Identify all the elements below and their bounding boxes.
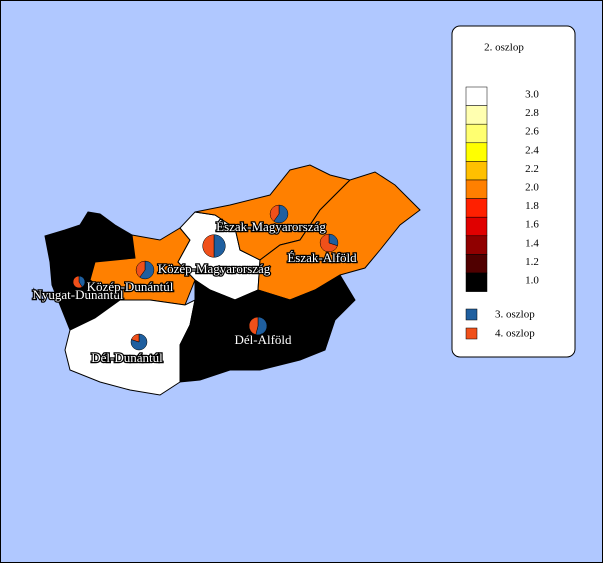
pie-slice [255, 316, 268, 336]
legend-label: 1.0 [525, 275, 539, 287]
legend: 3.0 2.8 2.6 2.4 2.2 2.0 1.8 1.6 1.4 1.2 1.0 3. oszl… [465, 86, 539, 340]
legend-series-label: 3. oszlop [495, 309, 535, 321]
pie-slice [319, 233, 338, 253]
pie-slice [139, 260, 155, 280]
region-label: Dél-Dunántúl [91, 350, 163, 365]
legend-swatch [465, 142, 488, 162]
legend-swatch [465, 235, 488, 255]
pie-slice [72, 275, 83, 289]
legend-label: 2.4 [525, 144, 539, 156]
legend-label: 3.0 [525, 89, 539, 101]
region-label: Észak-Alföld [287, 250, 357, 265]
legend-swatch [465, 179, 488, 199]
legend-swatch [465, 105, 488, 125]
legend-swatch [465, 216, 488, 237]
regions [44, 164, 421, 396]
pie-slice [273, 204, 289, 224]
pie-slice [135, 260, 146, 278]
legend-label: 1.2 [525, 256, 539, 268]
region-label: Közép-Magyarország [158, 261, 271, 276]
pie-slice [269, 204, 280, 222]
legend-label: 2.6 [525, 126, 539, 138]
legend-label: 2.2 [525, 163, 539, 175]
legend-series-label: 4. oszlop [495, 328, 535, 340]
legend-series-swatch [465, 327, 478, 340]
legend-swatch [465, 254, 488, 274]
region[interactable] [179, 274, 356, 383]
legend-label: 2.0 [525, 182, 539, 194]
legend-swatch [465, 272, 488, 292]
pie-slice [248, 316, 259, 335]
legend-label: 2.8 [525, 107, 539, 119]
legend-label: 1.6 [525, 219, 539, 231]
legend-label: 1.4 [525, 237, 539, 249]
legend-swatch [465, 198, 488, 218]
region-label: Közép-Dunántúl [87, 279, 174, 294]
pie-slice [213, 234, 226, 258]
region-label: Nyugat-Dunántúl [33, 287, 124, 302]
legend-series-swatch [465, 308, 478, 321]
legend-label: 1.8 [525, 200, 539, 212]
pie-slice [131, 333, 140, 343]
pie-slice [202, 234, 215, 258]
region-label: Dél-Alföld [234, 332, 292, 347]
legend-swatch [465, 86, 488, 106]
region-label: Észak-Magyarország [216, 219, 326, 234]
legend-swatch [465, 123, 488, 144]
legend-title: 2. oszlop [484, 42, 524, 54]
pie-slice [130, 333, 148, 351]
legend-swatch [465, 161, 488, 181]
